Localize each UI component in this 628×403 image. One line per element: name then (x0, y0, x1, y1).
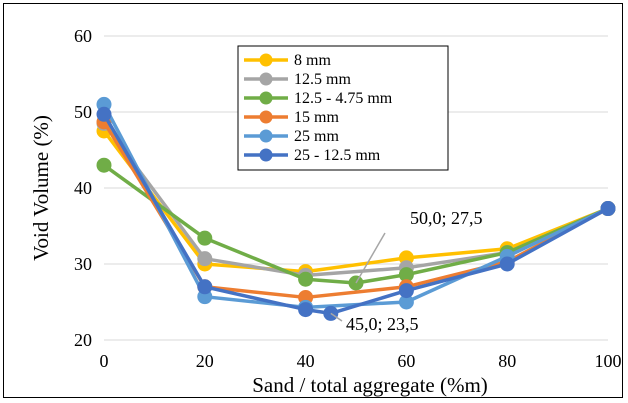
series-layer (96, 96, 616, 321)
legend-label-0: 8 mm (294, 52, 331, 69)
data-point-5-5 (499, 256, 515, 272)
x-tick-label-3: 60 (397, 351, 415, 371)
legend-swatch-marker-1 (259, 72, 273, 86)
data-point-5-2 (298, 302, 314, 318)
y-tick-label-0: 20 (74, 330, 92, 350)
x-tick-label-2: 40 (297, 351, 315, 371)
legend-item-0: 8 mm (244, 52, 331, 69)
legend-item-1: 12.5 mm (244, 71, 351, 88)
legend-label-4: 25 mm (294, 128, 339, 145)
annotation-layer: 50,0; 27,5 45,0; 23,5 (330, 208, 483, 334)
legend-swatch-marker-0 (259, 53, 273, 67)
data-point-1-1 (197, 251, 213, 267)
legend-swatch-marker-3 (259, 110, 273, 124)
legend-label-1: 12.5 mm (294, 71, 351, 88)
y-tick-label-3: 50 (74, 102, 92, 122)
legend-label-3: 15 mm (294, 109, 339, 126)
legend-box (237, 45, 449, 171)
y-tick-label-4: 60 (74, 26, 92, 46)
y-tick-label-2: 40 (74, 178, 92, 198)
data-point-2-2 (298, 271, 314, 287)
x-tick-label-0: 0 (100, 351, 109, 371)
data-point-5-6 (600, 201, 616, 217)
legend-label-5: 25 - 12.5 mm (294, 147, 381, 164)
data-point-5-0 (96, 106, 112, 122)
legend-swatch-marker-5 (259, 148, 273, 162)
data-point-2-1 (197, 230, 213, 246)
legend-item-5: 25 - 12.5 mm (244, 147, 381, 164)
x-tick-label-1: 20 (196, 351, 214, 371)
x-axis-title: Sand / total aggregate (%m) (252, 373, 488, 397)
data-point-5-1 (197, 279, 213, 295)
series-line-0 (102, 129, 609, 274)
legend: 8 mm 12.5 mm 12.5 - 4.75 mm 15 mm 25 mm 25 - … (237, 45, 449, 171)
annotation-label-0: 50,0; 27,5 (410, 208, 483, 228)
legend-swatch-marker-2 (259, 91, 273, 105)
data-point-5-4 (398, 283, 414, 299)
annotation-leader-1 (330, 312, 343, 322)
x-tick-label-4: 80 (498, 351, 516, 371)
legend-swatch-marker-4 (259, 129, 273, 143)
tick-labels: 20 30 40 50 60 0 20 40 60 80 100 (74, 26, 622, 371)
annotation-leader-0 (355, 232, 386, 284)
legend-item-2: 12.5 - 4.75 mm (244, 90, 393, 107)
legend-label-2: 12.5 - 4.75 mm (294, 90, 393, 107)
y-axis-title: Void Volume (%) (29, 115, 53, 261)
x-tick-label-5: 100 (595, 351, 622, 371)
legend-item-3: 15 mm (244, 109, 339, 126)
data-point-2-0 (96, 157, 112, 173)
y-tick-label-1: 30 (74, 254, 92, 274)
annotation-label-1: 45,0; 23,5 (346, 314, 419, 334)
legend-item-4: 25 mm (244, 128, 339, 145)
